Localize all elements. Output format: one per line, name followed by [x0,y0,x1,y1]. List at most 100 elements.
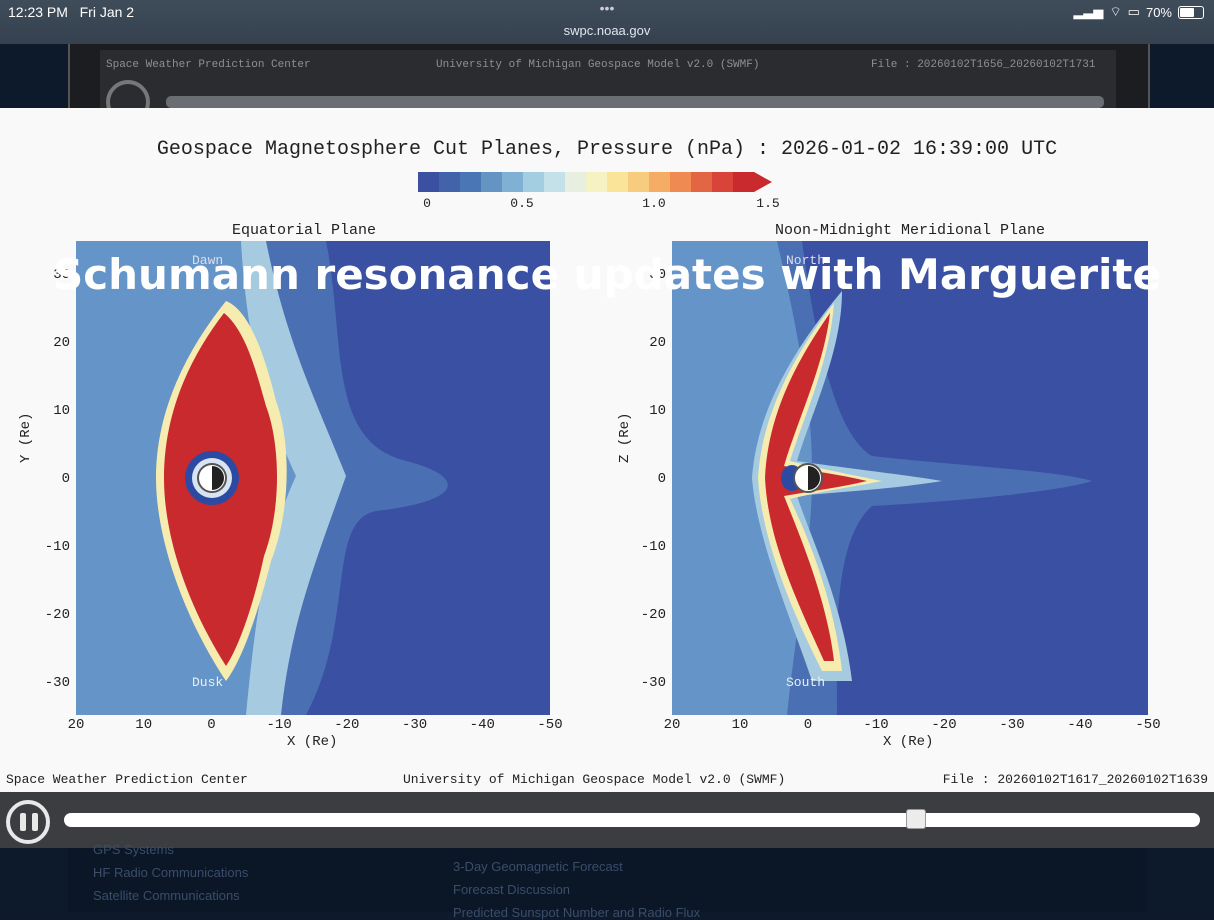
colorbar-swatch [670,172,692,192]
colorbar-graphic: 0 0.5 1.0 1.5 [418,172,780,211]
x-tick-label: -40 [469,717,495,733]
y-tick-label: 0 [657,471,666,487]
slider-thumb[interactable] [906,809,926,829]
url-label[interactable]: swpc.noaa.gov [563,23,651,38]
x-tick-label: 10 [135,717,153,733]
colorbar-swatch [460,172,482,192]
x-tick-label: 0 [207,717,216,733]
background-frame-bottom [68,848,1146,912]
y-tick-label: 30 [649,267,666,283]
x-tick-label: -10 [266,717,292,733]
colorbar-swatch [544,172,566,192]
bed-icon: ▭ [1127,4,1140,19]
overlay-caption: Schumann resonance updates with Margueri… [53,250,1161,299]
footer-right: File : 20260102T1617_20260102T1639 [942,772,1208,787]
link-sunspot[interactable]: Predicted Sunspot Number and Radio Flux [453,905,701,920]
colorbar-arrow [754,172,772,192]
x-tick-label: 10 [731,717,749,733]
x-tick-label: -10 [863,717,889,733]
x-tick-label: -50 [1135,717,1161,733]
x-tick-label: 20 [67,717,85,733]
playback-controls [0,792,1214,848]
colorbar-swatch [628,172,650,192]
colorbar-swatch [439,172,461,192]
x-tick-label: -20 [931,717,957,733]
y-tick-label: 30 [53,267,70,283]
colorbar-swatch [586,172,608,192]
colorbar: 0 0.5 1.0 1.5 [418,172,798,217]
x-tick-label: -40 [1067,717,1093,733]
bg-header-center: University of Michigan Geospace Model v2… [436,59,760,71]
colorbar-tick-label: 1.5 [756,196,779,211]
footer-center: University of Michigan Geospace Model v2… [403,772,786,787]
link-satellite[interactable]: Satellite Communications [93,888,240,903]
colorbar-swatch [481,172,503,192]
x-tick-label: -20 [334,717,360,733]
colorbar-swatch [712,172,734,192]
plot-title-equatorial: Equatorial Plane [231,222,377,239]
xlabel-meridional: X (Re) [883,734,934,750]
colorbar-swatch [523,172,545,192]
ylabel-equatorial: Y (Re) [18,412,34,463]
background-page-links: GPS Systems HF Radio Communications Sate… [0,842,1214,920]
plot-title-meridional: Noon-Midnight Meridional Plane [774,222,1046,239]
colorbar-tick-label: 0.5 [510,196,533,211]
wifi-icon: ⌔ [1109,4,1122,19]
link-gps[interactable]: GPS Systems [93,842,174,857]
meridional-contour [672,241,1148,715]
y-tick-label: -20 [44,607,70,623]
status-time: 12:23 PM Fri Jan 2 [8,4,135,20]
footer-left: Space Weather Prediction Center [6,772,248,787]
x-tick-label: 0 [803,717,813,733]
x-tick-label: -30 [401,717,428,733]
y-tick-label: -10 [640,539,666,555]
south-label: South [786,675,826,690]
bg-slider [166,96,1104,108]
colorbar-tick-label: 1.0 [642,196,665,211]
y-tick-label: -10 [44,539,70,555]
background-page-top: Space Weather Prediction Center Universi… [0,44,1214,124]
pause-icon[interactable] [6,800,50,844]
dawn-label: Dawn [192,253,224,268]
colorbar-swatch [502,172,524,192]
colorbar-swatch [691,172,713,192]
bg-header-left: Space Weather Prediction Center [106,59,311,71]
y-tick-label: -30 [44,675,70,691]
dusk-label: Dusk [192,675,224,690]
plot-equatorial: Dawn Dusk [76,241,550,715]
link-3day-forecast[interactable]: 3-Day Geomagnetic Forecast [453,859,623,874]
colorbar-swatch [565,172,587,192]
y-tick-label: 10 [53,403,70,419]
battery-percent: 70% [1145,4,1172,20]
y-tick-label: 20 [53,335,70,351]
timeline-slider[interactable] [64,809,1200,829]
plot-main-title: Geospace Magnetosphere Cut Planes, Press… [156,138,1058,161]
bg-header-right: File : 20260102T1656_20260102T1731 [871,59,1096,71]
plot-meridional: North South [672,241,1148,715]
equatorial-contour [76,241,550,715]
status-bar: 12:23 PM Fri Jan 2 ••• swpc.noaa.gov ▂▃▅… [0,0,1214,44]
y-tick-label: -20 [640,607,666,623]
colorbar-swatch [733,172,755,192]
status-indicators: ▂▃▅ ⌔ ▭ 70% [1073,4,1204,20]
image-viewer: Geospace Magnetosphere Cut Planes, Press… [0,108,1214,792]
x-tick-label: 20 [663,717,681,733]
link-hf-radio[interactable]: HF Radio Communications [93,865,249,880]
colorbar-swatch [418,172,440,192]
xlabel-equatorial: X (Re) [287,734,338,750]
colorbar-tick-label: 0 [423,196,431,211]
more-dots-icon[interactable]: ••• [599,0,615,16]
link-forecast-discussion[interactable]: Forecast Discussion [453,882,571,897]
y-tick-label: 10 [649,403,666,419]
signal-icon: ▂▃▅ [1073,4,1104,19]
y-tick-label: -30 [640,675,666,691]
north-label: North [786,253,826,268]
x-tick-label: -30 [999,717,1025,733]
y-tick-label: 20 [649,335,666,351]
y-tick-label: 0 [61,471,70,487]
ylabel-meridional: Z (Re) [617,412,633,463]
colorbar-swatch [649,172,671,192]
battery-icon [1178,5,1204,19]
x-tick-label: -50 [537,717,563,733]
colorbar-swatch [607,172,629,192]
